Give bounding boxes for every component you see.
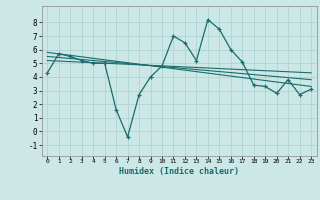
X-axis label: Humidex (Indice chaleur): Humidex (Indice chaleur) <box>119 167 239 176</box>
